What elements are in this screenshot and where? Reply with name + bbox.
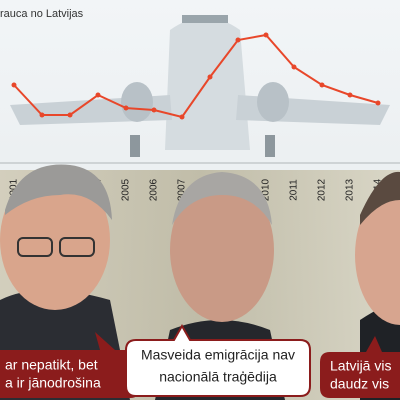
quote-bubble: ar nepatikt, bet a ir jānodrošina: [0, 332, 140, 398]
x-tick-label: 2006: [149, 178, 160, 201]
point: [151, 107, 157, 113]
point: [207, 74, 213, 80]
point: [235, 37, 241, 43]
point: [319, 82, 325, 88]
x-tick-label: 2010: [261, 178, 272, 201]
quote-line: daudz vis: [330, 376, 389, 392]
point: [375, 100, 381, 106]
point: [39, 112, 45, 118]
point: [11, 82, 17, 88]
quote-line: ar nepatikt, bet: [5, 357, 98, 373]
point: [67, 112, 73, 118]
quote-line: Latvijā vis: [330, 358, 391, 374]
chart-title: rauca no Latvijas: [0, 8, 84, 20]
x-tick-label: 2011: [289, 179, 300, 201]
quote-line: a ir jānodrošina: [5, 375, 101, 391]
x-tick-label: 2005: [121, 178, 132, 201]
quote-line: Masveida emigrācija nav: [141, 347, 295, 363]
quote-bubble: Masveida emigrācija nav nacionālā traģēd…: [125, 323, 311, 397]
point: [347, 92, 353, 98]
x-tick-label: 2012: [317, 178, 328, 201]
point: [123, 105, 129, 111]
point: [179, 114, 185, 120]
quote-line: nacionālā traģēdija: [159, 369, 277, 385]
quote-bubble: Latvijā vis daudz vis: [320, 336, 400, 398]
x-tick-label: 2007: [177, 178, 188, 201]
point: [263, 32, 269, 38]
point: [95, 92, 101, 98]
point: [291, 64, 297, 70]
line: [13, 33, 379, 119]
x-tick-label: 2013: [345, 178, 356, 201]
